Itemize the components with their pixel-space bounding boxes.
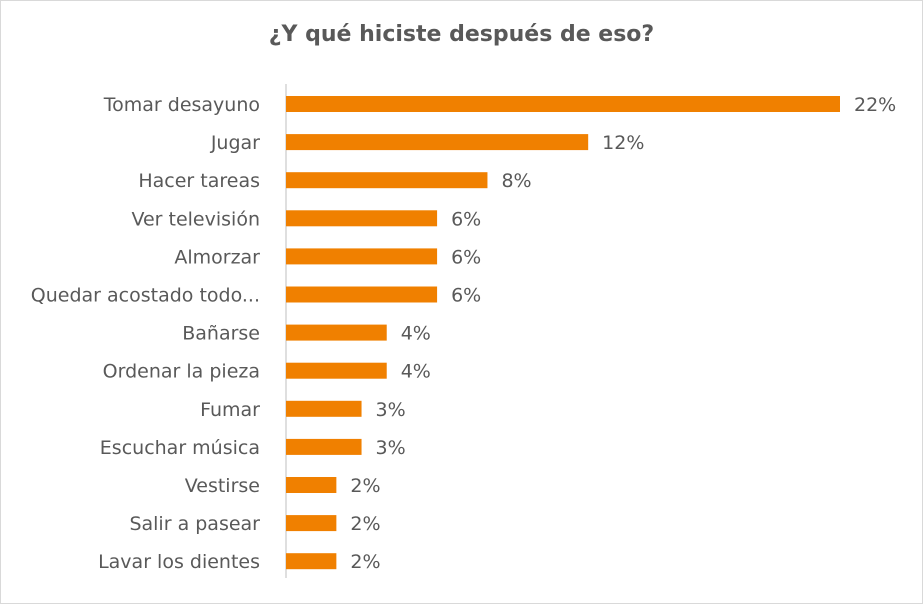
- category-label: Lavar los dientes: [98, 551, 260, 573]
- category-label: Almorzar: [174, 246, 260, 268]
- bar: [286, 324, 387, 341]
- bar: [286, 400, 362, 417]
- data-label: 2%: [350, 513, 380, 535]
- category-label: Ver televisión: [131, 208, 260, 230]
- category-label: Salir a pasear: [129, 513, 260, 535]
- data-label: 4%: [401, 361, 431, 383]
- bar: [286, 96, 840, 112]
- category-label: Tomar desayuno: [103, 94, 260, 116]
- data-label: 8%: [501, 170, 531, 192]
- category-label: Jugar: [210, 132, 260, 154]
- bar: [286, 248, 438, 265]
- data-label: 3%: [376, 437, 406, 459]
- data-label: 2%: [350, 475, 380, 497]
- category-label: Escuchar música: [100, 437, 260, 459]
- category-label: Hacer tareas: [138, 170, 260, 192]
- chart-title: ¿Y qué hiciste después de eso?: [268, 22, 655, 47]
- bar: [286, 362, 387, 379]
- data-label: 3%: [376, 399, 406, 421]
- category-label: Quedar acostado todo...: [31, 285, 260, 307]
- bar: [286, 553, 337, 570]
- data-label: 6%: [451, 246, 481, 268]
- bar: [286, 172, 488, 189]
- data-label: 12%: [602, 132, 644, 154]
- data-label: 6%: [451, 285, 481, 307]
- category-label: Vestirse: [185, 475, 260, 497]
- data-label: 2%: [350, 551, 380, 573]
- data-label: 6%: [451, 208, 481, 230]
- category-label: Bañarse: [182, 323, 260, 345]
- category-label: Fumar: [200, 399, 260, 421]
- bar: [286, 134, 589, 151]
- category-label: Ordenar la pieza: [103, 361, 260, 383]
- bar: [286, 286, 438, 303]
- bar: [286, 515, 337, 532]
- bar: [286, 438, 362, 455]
- data-label: 22%: [854, 94, 896, 116]
- data-label: 4%: [401, 323, 431, 345]
- bar: [286, 477, 337, 493]
- bar: [286, 210, 438, 227]
